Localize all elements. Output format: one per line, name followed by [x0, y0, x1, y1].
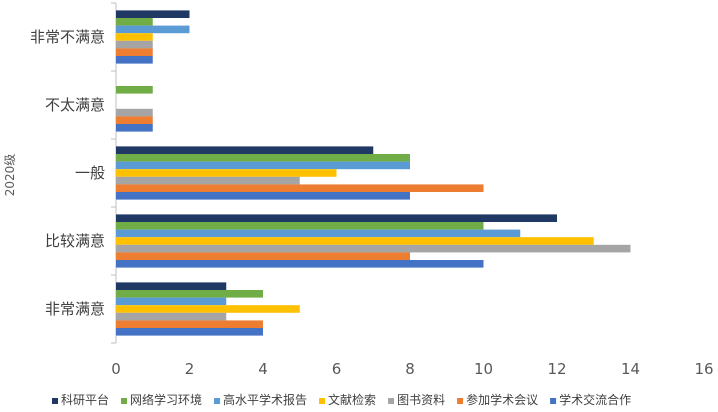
x-tick-label: 2 [185, 360, 195, 378]
bar [116, 320, 263, 328]
bar [116, 56, 153, 64]
x-tick-label: 12 [547, 360, 566, 378]
legend-label: 科研平台 [61, 392, 109, 407]
x-tick-label: 16 [694, 360, 713, 378]
bar [116, 116, 153, 124]
bar [116, 237, 594, 245]
bar [116, 161, 410, 170]
legend-swatch [388, 398, 395, 404]
bar [116, 184, 484, 192]
legend-label: 图书资料 [397, 393, 445, 407]
x-tick-label: 10 [474, 360, 493, 378]
legend-label: 文献检索 [328, 392, 376, 407]
legend-swatch [52, 398, 58, 404]
bar [116, 176, 300, 185]
bar [116, 297, 227, 306]
bar [116, 222, 484, 230]
bar [116, 282, 227, 290]
bar [116, 290, 263, 298]
category-label: 比较满意 [45, 232, 105, 250]
group-label: 2020级 [3, 154, 17, 197]
bar [116, 25, 190, 34]
bar [116, 244, 631, 253]
bar [116, 312, 227, 321]
bar [116, 86, 153, 94]
x-tick-label: 6 [332, 360, 342, 378]
category-label: 不太满意 [45, 96, 105, 114]
category-label: 非常满意 [45, 300, 105, 318]
legend-swatch [214, 398, 221, 404]
bar [116, 260, 484, 268]
legend-swatch [550, 398, 557, 404]
bar [116, 33, 153, 41]
bar [116, 146, 374, 154]
x-tick-label: 4 [258, 360, 268, 378]
legend: 科研平台 网络学习环境 高水平学术报告 文献检索 图书资料 参加学术会议 学术交流合作 [52, 392, 631, 407]
category-label: 一般 [75, 164, 105, 182]
bar [116, 305, 300, 313]
bar [116, 10, 190, 18]
bar [116, 48, 153, 56]
category-label: 非常不满意 [30, 28, 105, 46]
legend-swatch [457, 398, 464, 404]
bar [116, 169, 337, 177]
bar [116, 328, 263, 336]
bar [116, 252, 410, 260]
legend-label: 学术交流合作 [559, 392, 631, 407]
bar [116, 18, 153, 26]
bar [116, 124, 153, 132]
legend-label: 参加学术会议 [466, 392, 538, 407]
bar [116, 154, 410, 162]
legend-label: 网络学习环境 [130, 392, 202, 407]
legend-swatch [319, 398, 326, 404]
legend-swatch [121, 398, 128, 404]
bar [116, 229, 521, 238]
x-tick-label: 14 [621, 360, 640, 378]
x-tick-label: 0 [111, 360, 121, 378]
x-tick-label: 8 [405, 360, 415, 378]
legend-label: 高水平学术报告 [223, 392, 307, 407]
bars-layer [116, 10, 631, 336]
bar [116, 40, 153, 49]
bar [116, 108, 153, 117]
bar [116, 214, 557, 222]
bar [116, 192, 410, 200]
